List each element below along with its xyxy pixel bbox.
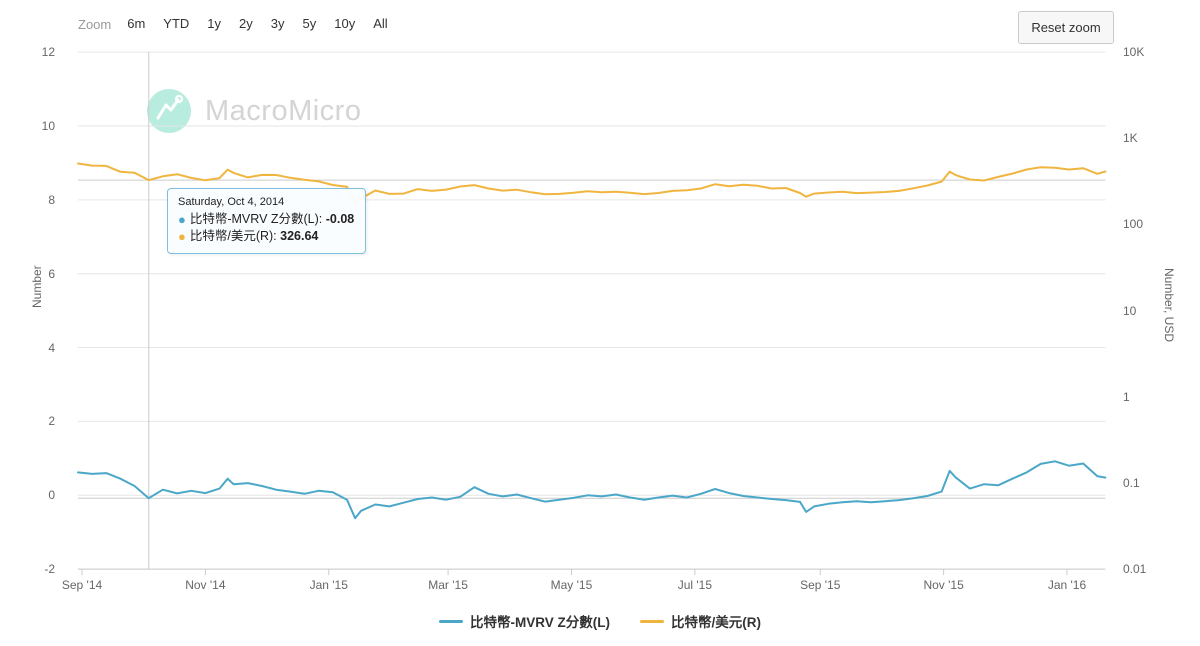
right-axis-tick-label: 1 (1123, 389, 1130, 404)
tooltip-series-label: 比特幣/美元(R): (189, 229, 281, 243)
x-axis-tick-label: Mar '15 (428, 578, 468, 592)
tooltip-series-bullet-icon: ● (178, 212, 186, 227)
chart-tooltip: Saturday, Oct 4, 2014 ● 比特幣-MVRV Z分數(L): … (167, 188, 367, 254)
left-axis-tick-label: 4 (48, 340, 55, 355)
chart-legend: 比特幣-MVRV Z分數(L) 比特幣/美元(R) (0, 611, 1200, 631)
right-axis-tick-label: 10 (1123, 303, 1137, 318)
left-axis-tick-label: 2 (48, 414, 55, 429)
tooltip-date: Saturday, Oct 4, 2014 (178, 196, 285, 208)
series-line-mvrv-z[interactable] (77, 460, 1107, 520)
x-axis-tick-label: Jan '16 (1047, 578, 1087, 592)
zoom-label: Zoom (78, 16, 112, 32)
left-axis-tick-label: 0 (48, 488, 55, 503)
x-axis-tick-label: Nov '14 (185, 578, 226, 592)
legend-line-swatch-icon (439, 619, 463, 623)
x-axis-tick-label: Sep '15 (800, 578, 841, 592)
range-buttons: 6m YTD 1y 2y 3y 5y 10y All (127, 15, 405, 33)
axis-lines (77, 568, 1106, 576)
right-axis-tick-label: 1K (1123, 131, 1138, 146)
tooltip-series-bullet-icon: ● (178, 229, 186, 244)
right-axis-tick-label: 100 (1123, 217, 1144, 232)
x-axis-tick-label: Nov '15 (923, 578, 964, 592)
tooltip-series-label: 比特幣-MVRV Z分數(L): (189, 212, 326, 226)
range-button-1y[interactable]: 1y (207, 16, 222, 31)
gridlines (77, 51, 1106, 570)
watermark: MacroMicro (147, 89, 361, 133)
right-axis-tick-label: 0.01 (1123, 562, 1147, 577)
tooltip-row: ● 比特幣/美元(R): 326.64 (178, 228, 354, 245)
left-axis-tick-label: 6 (48, 266, 55, 281)
tooltip-series-value: 326.64 (280, 229, 319, 243)
left-axis-tick-label: -2 (44, 562, 55, 577)
range-button-3y[interactable]: 3y (270, 16, 285, 31)
legend-item-btc-usd[interactable]: 比特幣/美元(R) (640, 611, 761, 631)
tooltip-row: ● 比特幣-MVRV Z分數(L): -0.08 (178, 211, 354, 228)
series-line-btc-usd[interactable] (77, 162, 1107, 205)
range-selector-toolbar: Zoom 6m YTD 1y 2y 3y 5y 10y All (78, 15, 406, 33)
x-axis-tick-label: Jan '15 (309, 578, 348, 592)
legend-line-swatch-icon (640, 619, 664, 623)
range-button-2y[interactable]: 2y (239, 16, 253, 31)
range-button-6m[interactable]: 6m (127, 16, 146, 31)
range-button-all[interactable]: All (373, 16, 388, 31)
range-button-ytd[interactable]: YTD (163, 16, 190, 31)
left-axis-tick-label: 8 (48, 192, 55, 207)
right-axis-tick-label: 10K (1123, 45, 1145, 60)
right-axis-title: Number, USD (1162, 268, 1176, 343)
left-axis-tick-label: 12 (41, 45, 55, 60)
crosshair-lines (77, 52, 1106, 570)
legend-label: 比特幣-MVRV Z分數(L) (470, 615, 610, 630)
x-axis-tick-label: Sep '14 (61, 578, 103, 592)
watermark-text: MacroMicro (205, 94, 362, 127)
x-axis-tick-label: May '15 (550, 578, 593, 592)
legend-label: 比特幣/美元(R) (671, 615, 761, 630)
left-axis-title: Number (30, 265, 44, 308)
range-button-10y[interactable]: 10y (334, 16, 356, 31)
range-button-5y[interactable]: 5y (302, 16, 317, 31)
x-axis-tick-label: Jul '15 (677, 578, 712, 592)
left-axis-tick-label: 10 (41, 118, 55, 133)
reset-zoom-button[interactable]: Reset zoom (1018, 11, 1114, 44)
tooltip-series-value: -0.08 (325, 212, 355, 226)
series-lines (77, 162, 1107, 520)
legend-item-mvrv-z[interactable]: 比特幣-MVRV Z分數(L) (439, 611, 610, 631)
right-axis-tick-label: 0.1 (1123, 475, 1140, 490)
